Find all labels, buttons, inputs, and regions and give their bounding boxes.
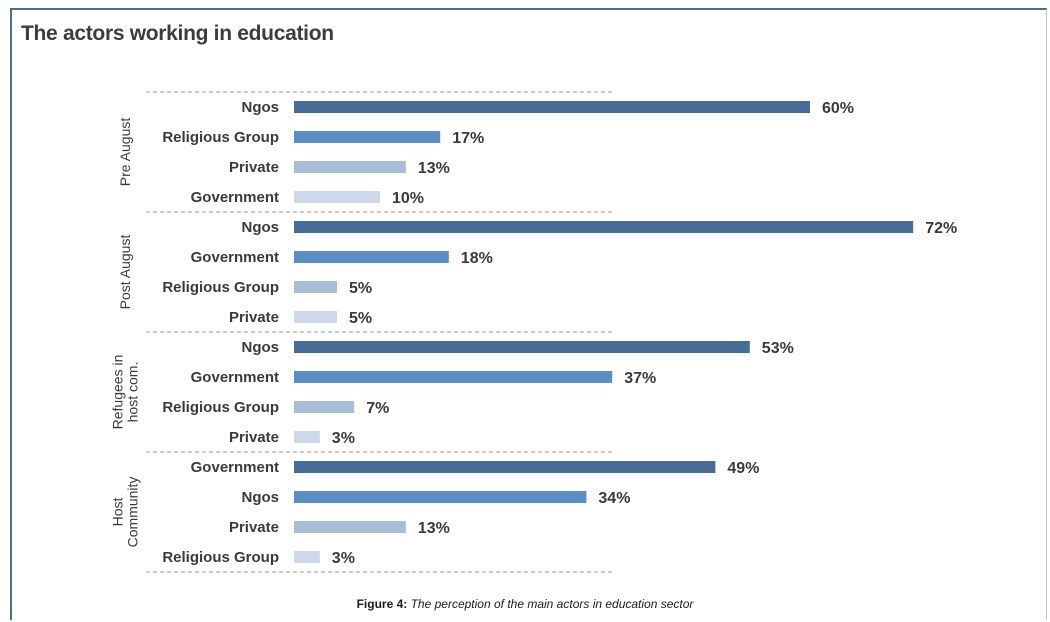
category-label: Private — [229, 309, 279, 326]
group-label: Refugees in — [110, 355, 126, 430]
value-label: 5% — [349, 280, 372, 297]
group-label: Post August — [117, 235, 133, 310]
value-label: 37% — [624, 370, 656, 387]
bar — [294, 461, 716, 473]
category-label: Religious Group — [162, 549, 279, 566]
figure-frame — [10, 8, 1047, 620]
bar — [294, 101, 810, 113]
bar-chart: Ngos 60% Religious Group 17% Private 13% Gover… — [110, 91, 957, 573]
category-label: Government — [191, 189, 279, 206]
category-label: Government — [191, 459, 279, 476]
group-label: host com. — [125, 362, 141, 423]
bar — [294, 311, 337, 323]
group-label: Host — [110, 498, 126, 527]
category-label: Ngos — [242, 489, 280, 506]
value-label: 53% — [762, 340, 794, 357]
bar — [294, 251, 449, 263]
bar — [294, 281, 337, 293]
value-label: 13% — [418, 160, 450, 177]
bar — [294, 191, 380, 203]
value-label: 17% — [452, 130, 484, 147]
category-label: Government — [191, 369, 279, 386]
value-label: 60% — [822, 100, 854, 117]
caption-prefix: Figure 4: — [356, 597, 408, 611]
group-label: Community — [125, 477, 141, 548]
category-label: Private — [229, 519, 279, 536]
group-label: Pre August — [117, 118, 133, 187]
category-label: Religious Group — [162, 399, 279, 416]
bar — [294, 221, 914, 233]
chart-title: The actors working in education — [21, 22, 334, 45]
value-label: 49% — [727, 460, 759, 477]
category-label: Religious Group — [162, 279, 279, 296]
category-label: Ngos — [242, 339, 280, 356]
value-label: 34% — [598, 490, 630, 507]
bar — [294, 551, 320, 563]
category-label: Private — [229, 429, 279, 446]
value-label: 10% — [392, 190, 424, 207]
category-label: Ngos — [242, 99, 280, 116]
value-label: 18% — [461, 250, 493, 267]
category-label: Government — [191, 249, 279, 266]
caption-text: The perception of the main actors in edu… — [410, 597, 694, 611]
category-label: Private — [229, 159, 279, 176]
bar — [294, 131, 441, 143]
category-label: Religious Group — [162, 129, 279, 146]
category-label: Ngos — [242, 219, 280, 236]
value-label: 5% — [349, 310, 372, 327]
bar — [294, 341, 750, 353]
figure-caption: Figure 4: The perception of the main act… — [0, 597, 1050, 611]
bar — [294, 431, 320, 443]
value-label: 13% — [418, 520, 450, 537]
value-label: 3% — [332, 430, 355, 447]
value-label: 7% — [366, 400, 389, 417]
bar — [294, 161, 406, 173]
value-label: 72% — [925, 220, 957, 237]
bar — [294, 401, 355, 413]
bar — [294, 521, 406, 533]
value-label: 3% — [332, 550, 355, 567]
bar — [294, 371, 613, 383]
bar — [294, 491, 587, 503]
